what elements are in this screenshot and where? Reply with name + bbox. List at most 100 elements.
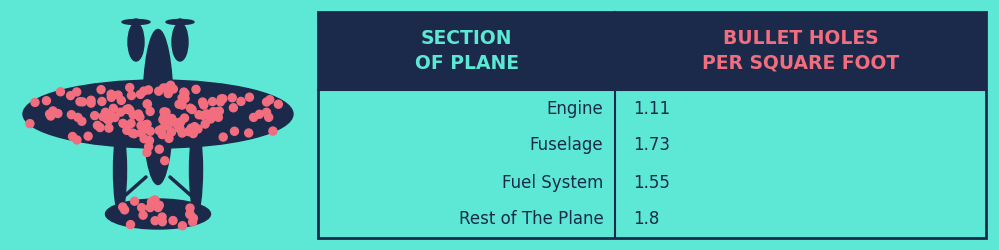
Ellipse shape — [143, 30, 173, 184]
Circle shape — [162, 115, 170, 123]
Circle shape — [159, 116, 167, 124]
Circle shape — [99, 113, 107, 121]
Circle shape — [188, 106, 196, 114]
Circle shape — [217, 98, 225, 106]
Circle shape — [143, 148, 151, 156]
Text: Rest of The Plane: Rest of The Plane — [459, 210, 603, 228]
Circle shape — [155, 126, 163, 134]
Circle shape — [107, 94, 115, 102]
Circle shape — [130, 130, 138, 138]
Circle shape — [213, 112, 221, 120]
Circle shape — [160, 117, 168, 125]
Circle shape — [73, 136, 81, 144]
Circle shape — [250, 113, 258, 121]
Circle shape — [178, 101, 186, 109]
Circle shape — [148, 198, 156, 206]
Circle shape — [165, 134, 173, 142]
Circle shape — [31, 98, 39, 106]
Circle shape — [195, 111, 203, 119]
Circle shape — [162, 108, 170, 116]
Circle shape — [256, 110, 264, 118]
Circle shape — [106, 111, 114, 119]
Text: 1.55: 1.55 — [633, 174, 670, 192]
Circle shape — [194, 125, 202, 133]
Circle shape — [263, 98, 271, 106]
Circle shape — [140, 87, 148, 95]
Circle shape — [126, 84, 134, 92]
Ellipse shape — [190, 125, 203, 215]
Circle shape — [123, 106, 131, 114]
Circle shape — [91, 112, 99, 120]
Circle shape — [158, 213, 166, 221]
Circle shape — [76, 98, 84, 106]
Circle shape — [172, 119, 180, 127]
Circle shape — [207, 115, 215, 123]
Circle shape — [199, 98, 207, 106]
Circle shape — [129, 129, 137, 137]
Circle shape — [137, 90, 145, 98]
Circle shape — [94, 121, 102, 129]
Circle shape — [181, 94, 189, 102]
Circle shape — [189, 130, 197, 138]
Circle shape — [186, 210, 194, 218]
Circle shape — [145, 142, 153, 150]
Circle shape — [200, 101, 208, 109]
Text: 1.11: 1.11 — [633, 100, 670, 117]
Circle shape — [111, 114, 119, 122]
Circle shape — [67, 111, 75, 119]
Circle shape — [139, 211, 147, 219]
Circle shape — [119, 203, 127, 211]
Circle shape — [245, 129, 253, 137]
Circle shape — [216, 107, 224, 115]
Circle shape — [155, 87, 163, 95]
Circle shape — [73, 88, 81, 96]
Circle shape — [168, 128, 176, 136]
Circle shape — [155, 145, 163, 153]
Circle shape — [137, 122, 145, 130]
Circle shape — [159, 125, 167, 133]
Circle shape — [123, 126, 131, 134]
Circle shape — [178, 129, 186, 137]
Circle shape — [177, 19, 183, 25]
Circle shape — [160, 114, 168, 122]
Circle shape — [190, 214, 198, 222]
Circle shape — [133, 19, 139, 25]
Circle shape — [136, 113, 144, 121]
Circle shape — [144, 100, 152, 108]
Circle shape — [176, 125, 184, 133]
Circle shape — [46, 110, 54, 118]
Text: SECTION
OF PLANE: SECTION OF PLANE — [415, 29, 518, 72]
Circle shape — [186, 210, 194, 218]
Circle shape — [199, 100, 207, 108]
Ellipse shape — [106, 199, 211, 229]
Circle shape — [103, 115, 111, 123]
Circle shape — [121, 206, 129, 214]
Circle shape — [87, 96, 95, 104]
Text: Engine: Engine — [546, 100, 603, 117]
Circle shape — [160, 108, 168, 116]
Circle shape — [138, 204, 146, 212]
Circle shape — [146, 108, 154, 116]
Circle shape — [149, 197, 157, 205]
Circle shape — [117, 108, 125, 116]
Circle shape — [215, 113, 223, 121]
Circle shape — [189, 218, 197, 226]
Text: Fuel System: Fuel System — [501, 174, 603, 192]
Circle shape — [170, 85, 178, 93]
Ellipse shape — [166, 20, 194, 24]
Bar — [318, 12, 986, 90]
Circle shape — [146, 127, 154, 135]
Circle shape — [168, 117, 176, 125]
Circle shape — [107, 90, 115, 98]
Circle shape — [127, 220, 135, 228]
Circle shape — [237, 98, 245, 106]
Circle shape — [57, 88, 65, 96]
Circle shape — [275, 100, 283, 108]
Circle shape — [160, 84, 168, 92]
Circle shape — [127, 120, 135, 128]
Circle shape — [43, 97, 51, 105]
Circle shape — [159, 218, 167, 226]
Circle shape — [117, 96, 125, 104]
Circle shape — [141, 122, 149, 130]
Circle shape — [209, 98, 217, 106]
